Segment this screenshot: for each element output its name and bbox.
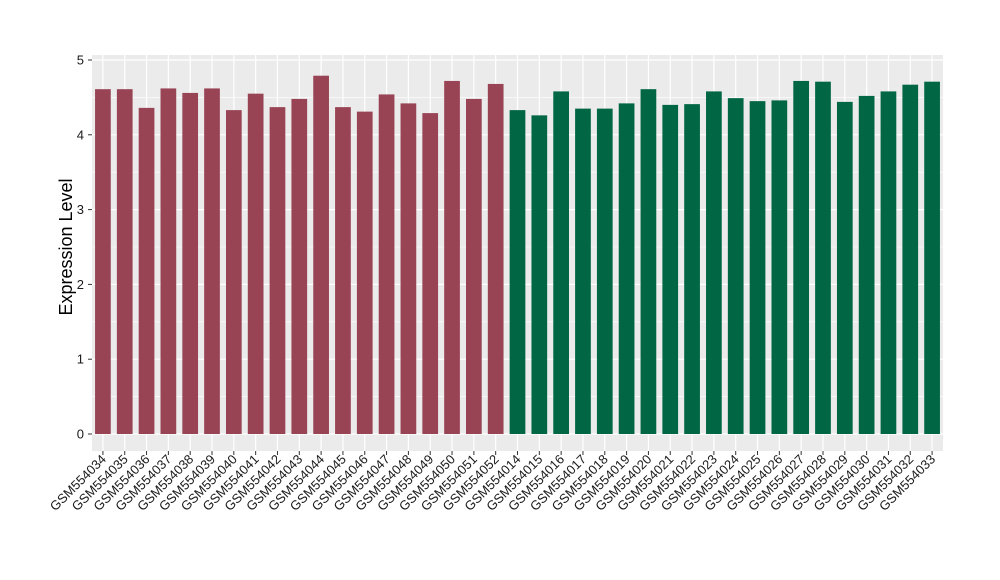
bar-GSM554031 [880, 91, 897, 434]
y-tick-label: 4 [77, 127, 84, 142]
bar-GSM554046 [356, 111, 373, 434]
y-tick-label: 1 [77, 352, 84, 367]
bar-GSM554014 [509, 110, 526, 434]
bar-GSM554038 [182, 92, 199, 435]
y-axis-title: Expression Level [56, 178, 76, 315]
bar-GSM554040 [225, 110, 242, 434]
bar-GSM554051 [466, 98, 482, 434]
bar-GSM554024 [727, 98, 744, 434]
bars [95, 75, 940, 435]
bar-GSM554017 [575, 108, 591, 435]
bar-GSM554048 [400, 103, 417, 434]
bar-GSM554030 [858, 95, 875, 435]
bar-GSM554016 [553, 91, 569, 434]
y-axis: 0 1 2 3 4 5 [77, 53, 92, 442]
bar-GSM554021 [662, 104, 679, 434]
bar-GSM554052 [487, 83, 504, 434]
bar-GSM554022 [684, 104, 700, 434]
bar-GSM554028 [815, 81, 831, 434]
bar-GSM554034 [95, 89, 111, 434]
bar-GSM554033 [924, 81, 940, 434]
bar-GSM554042 [269, 107, 286, 435]
y-tick-label: 0 [77, 427, 84, 442]
bar-GSM554015 [531, 115, 548, 435]
bar-GSM554029 [836, 101, 853, 434]
bar-GSM554041 [247, 93, 264, 434]
bar-GSM554039 [204, 88, 220, 434]
bar-GSM554025 [749, 101, 766, 434]
bar-GSM554045 [335, 107, 351, 435]
bar-GSM554027 [793, 80, 810, 434]
bar-GSM554044 [313, 75, 329, 434]
y-tick-label: 2 [77, 277, 84, 292]
bar-GSM554023 [706, 91, 722, 434]
bar-GSM554036 [138, 107, 155, 434]
bar-GSM554032 [902, 84, 919, 435]
y-tick-label: 5 [77, 53, 84, 68]
bar-GSM554020 [640, 89, 657, 434]
bar-GSM554049 [422, 113, 439, 434]
bar-GSM554047 [378, 94, 395, 435]
bar-GSM554050 [444, 80, 460, 434]
x-axis: GSM554034GSM554035GSM554036GSM554037GSM5… [47, 451, 938, 514]
y-tick-label: 3 [77, 202, 84, 217]
bar-GSM554035 [116, 89, 133, 434]
bar-GSM554018 [596, 108, 613, 435]
bar-GSM554026 [771, 100, 788, 434]
bar-GSM554043 [291, 98, 308, 434]
bar-GSM554037 [160, 88, 177, 434]
bar-GSM554019 [618, 103, 635, 434]
